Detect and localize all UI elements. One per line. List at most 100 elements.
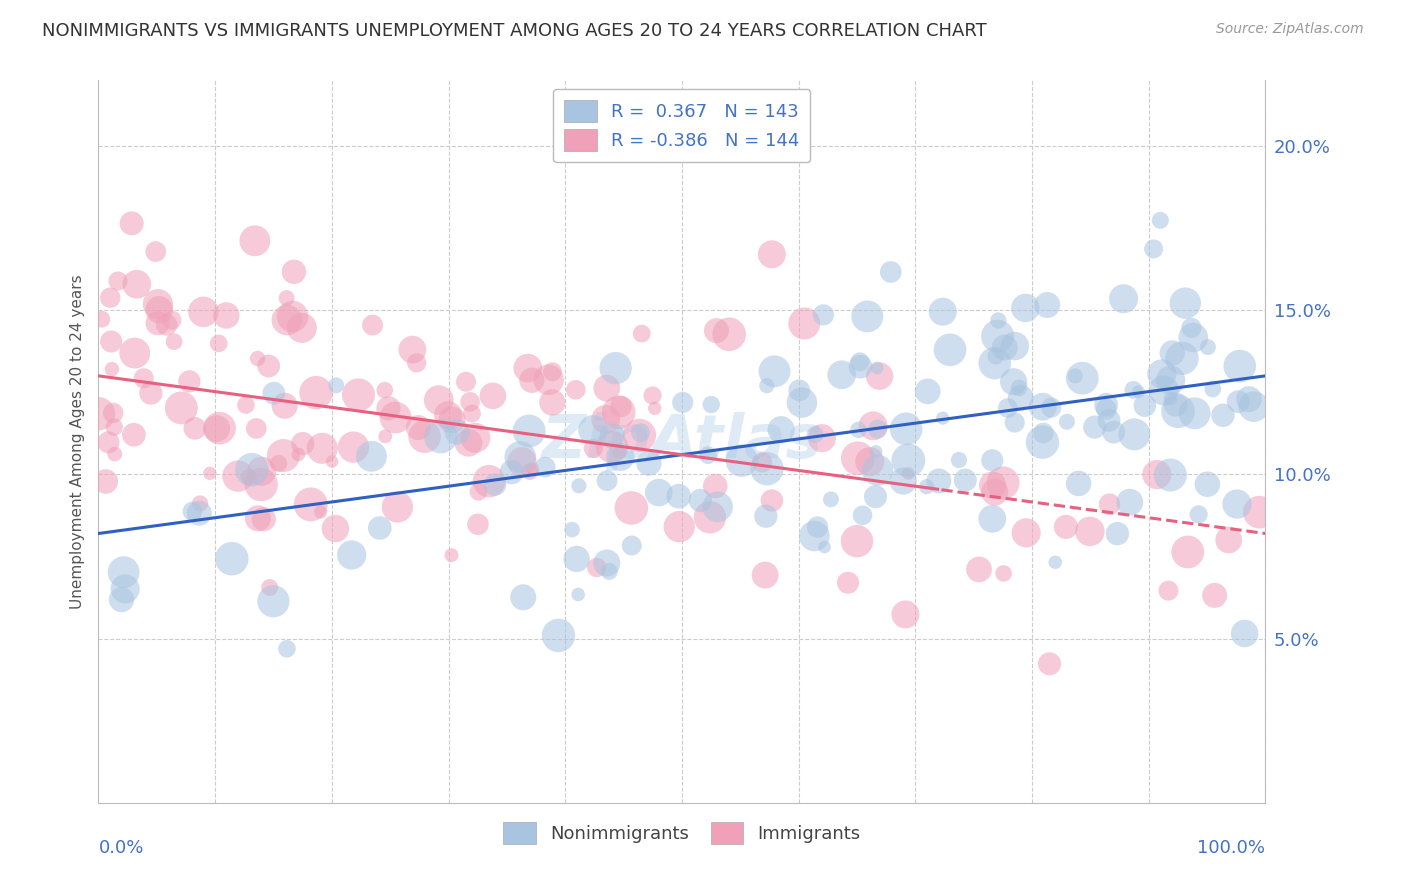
- Point: [856, 310, 879, 324]
- Point: [607, 405, 630, 419]
- Point: [179, 375, 201, 389]
- Point: [638, 456, 661, 470]
- Point: [170, 401, 193, 415]
- Point: [1164, 398, 1187, 412]
- Point: [1184, 406, 1206, 420]
- Point: [804, 427, 827, 442]
- Point: [620, 539, 643, 553]
- Point: [869, 369, 891, 384]
- Point: [1064, 368, 1087, 383]
- Point: [100, 334, 122, 349]
- Point: [519, 465, 541, 479]
- Point: [259, 581, 281, 595]
- Point: [321, 454, 343, 468]
- Point: [325, 378, 347, 392]
- Point: [866, 422, 889, 436]
- Point: [1038, 657, 1060, 671]
- Point: [697, 448, 720, 462]
- Point: [755, 509, 778, 524]
- Point: [787, 384, 810, 398]
- Point: [770, 423, 793, 437]
- Point: [699, 510, 721, 524]
- Point: [360, 450, 382, 464]
- Point: [155, 318, 177, 332]
- Point: [859, 455, 882, 469]
- Point: [1160, 373, 1182, 387]
- Point: [1167, 404, 1189, 418]
- Point: [561, 523, 583, 537]
- Point: [1107, 526, 1129, 541]
- Point: [894, 607, 917, 622]
- Point: [565, 383, 588, 397]
- Point: [148, 302, 170, 317]
- Point: [1128, 384, 1150, 399]
- Point: [208, 336, 231, 351]
- Point: [401, 343, 423, 357]
- Point: [984, 349, 1007, 363]
- Point: [755, 461, 778, 475]
- Point: [427, 393, 450, 408]
- Point: [112, 565, 135, 579]
- Point: [235, 398, 257, 412]
- Point: [981, 478, 1004, 492]
- Point: [163, 334, 186, 349]
- Point: [928, 474, 950, 488]
- Point: [865, 444, 887, 458]
- Point: [761, 493, 783, 508]
- Point: [1040, 401, 1063, 415]
- Point: [754, 568, 776, 582]
- Point: [755, 378, 778, 392]
- Point: [305, 385, 328, 400]
- Point: [598, 565, 620, 579]
- Point: [813, 308, 835, 322]
- Point: [803, 529, 825, 543]
- Point: [897, 453, 920, 467]
- Point: [205, 421, 228, 435]
- Point: [596, 474, 619, 488]
- Point: [846, 451, 869, 466]
- Point: [283, 265, 305, 279]
- Point: [1095, 398, 1118, 412]
- Point: [896, 422, 918, 436]
- Point: [820, 492, 842, 507]
- Point: [987, 313, 1010, 327]
- Point: [517, 424, 540, 438]
- Point: [342, 440, 364, 454]
- Point: [188, 496, 211, 510]
- Point: [87, 407, 110, 421]
- Point: [257, 359, 280, 373]
- Point: [630, 326, 652, 341]
- Point: [1004, 416, 1026, 430]
- Text: Source: ZipAtlas.com: Source: ZipAtlas.com: [1216, 22, 1364, 37]
- Point: [984, 485, 1007, 500]
- Point: [94, 475, 117, 489]
- Point: [90, 312, 112, 326]
- Point: [1102, 425, 1125, 439]
- Point: [114, 582, 136, 596]
- Point: [987, 329, 1010, 343]
- Point: [125, 277, 148, 292]
- Point: [253, 512, 276, 526]
- Point: [132, 371, 155, 385]
- Point: [984, 356, 1007, 370]
- Point: [145, 244, 167, 259]
- Point: [568, 479, 591, 493]
- Point: [1010, 391, 1032, 405]
- Point: [238, 470, 260, 484]
- Point: [718, 327, 741, 342]
- Point: [281, 310, 304, 324]
- Point: [273, 449, 295, 463]
- Point: [1002, 375, 1025, 389]
- Point: [848, 423, 870, 437]
- Point: [1119, 495, 1142, 509]
- Point: [917, 384, 939, 399]
- Point: [276, 291, 298, 305]
- Point: [1233, 626, 1256, 640]
- Point: [104, 447, 127, 461]
- Point: [596, 556, 619, 570]
- Point: [880, 265, 903, 279]
- Text: NONIMMIGRANTS VS IMMIGRANTS UNEMPLOYMENT AMONG AGES 20 TO 24 YEARS CORRELATION C: NONIMMIGRANTS VS IMMIGRANTS UNEMPLOYMENT…: [42, 22, 987, 40]
- Point: [610, 400, 633, 414]
- Point: [1160, 392, 1182, 406]
- Point: [866, 463, 889, 477]
